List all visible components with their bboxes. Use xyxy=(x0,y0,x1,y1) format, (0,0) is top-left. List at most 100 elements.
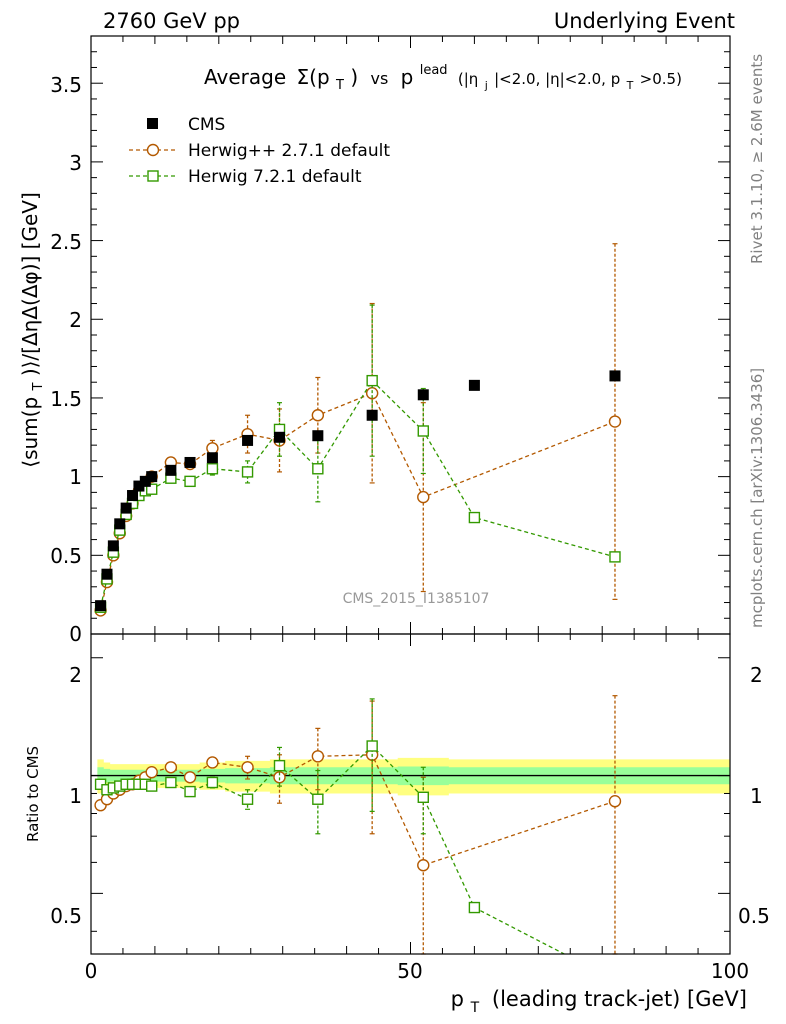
header-left: 2760 GeV pp xyxy=(103,9,240,33)
ratio-x-ticks xyxy=(90,634,731,954)
main-herwig7-point xyxy=(366,374,378,387)
ratio-y-ticks xyxy=(91,657,730,932)
title-cut-end: >0.5) xyxy=(640,70,682,88)
main-cms-point xyxy=(114,518,126,530)
main-herwig7-point xyxy=(312,463,324,475)
main-y-axis-label: ⟨sum(p T )⟩/[ΔηΔ(Δφ)] [GeV] xyxy=(18,192,47,467)
main-cms-point xyxy=(120,502,132,514)
legend-marker-herwigpp xyxy=(146,143,160,157)
main-y-tick-label: 1.5 xyxy=(50,387,82,411)
x-label-p: p xyxy=(451,987,464,1011)
main-y-tick-label: 0.5 xyxy=(50,544,82,568)
mcplots-label: mcplots.cern.ch [arXiv:1306.3436] xyxy=(748,368,766,628)
title-vs: vs xyxy=(370,69,388,88)
main-y-tick-label: 2 xyxy=(69,308,82,332)
main-y-tick-labels: 0 0.5 1 1.5 2 2.5 3 3.5 xyxy=(50,73,82,646)
main-cms-point xyxy=(101,568,113,580)
title-close: ) xyxy=(350,65,358,89)
y-label-sub: T xyxy=(31,382,46,391)
main-cms-point xyxy=(184,456,196,468)
main-herwigpp-line xyxy=(99,392,616,611)
ratio-herwig7-point xyxy=(206,776,219,789)
main-herwig7-point xyxy=(241,466,254,478)
main-herwigpp-point xyxy=(417,490,430,504)
legend-label-herwig7: Herwig 7.2.1 default xyxy=(188,167,362,187)
rivet-label: Rivet 3.1.10, ≥ 2.6M events xyxy=(748,54,766,264)
analysis-watermark: CMS_2015_I1385107 xyxy=(343,591,490,607)
legend-label-herwigpp: Herwig++ 2.7.1 default xyxy=(188,141,390,161)
x-label-sub: T xyxy=(470,1000,480,1016)
ratio-y-axis-label: Ratio to CMS xyxy=(24,746,42,842)
ratio-herwigpp-point xyxy=(241,761,254,774)
ratio-herwig7-point xyxy=(417,791,429,803)
legend-label-cms: CMS xyxy=(188,115,225,135)
y-label-b: )⟩/[ΔηΔ(Δφ)] [GeV] xyxy=(18,192,42,376)
legend-marker-cms xyxy=(147,118,158,129)
main-herwig7-point xyxy=(206,463,219,475)
main-cms-point xyxy=(274,431,286,443)
main-herwig7-line xyxy=(99,379,616,608)
ratio-herwigpp-point xyxy=(417,859,430,872)
ratio-herwig7-point xyxy=(468,901,481,914)
main-y-tick-label: 3.5 xyxy=(50,73,82,97)
header-right: Underlying Event xyxy=(554,9,735,33)
ratio-y-tick-label: 2 xyxy=(69,663,82,687)
main-cms-point xyxy=(165,464,177,476)
main-y-tick-label: 0 xyxy=(69,622,82,646)
ratio-y-tick-label-right: 0.5 xyxy=(738,904,770,928)
x-label-rest: (leading track-jet) [GeV] xyxy=(492,987,747,1011)
main-cms-point xyxy=(417,389,429,401)
legend: CMS Herwig++ 2.7.1 default Herwig 7.2.1 … xyxy=(129,115,390,187)
ratio-herwig7-point xyxy=(366,740,378,752)
ratio-herwig7-point xyxy=(146,780,158,792)
main-cms-point xyxy=(312,430,324,442)
ratio-data-layer xyxy=(91,695,730,955)
ratio-y-tick-labels: 0.5 1 2 0.5 1 2 xyxy=(50,663,770,928)
main-y-tick-label: 1 xyxy=(69,465,82,489)
main-herwig7-point xyxy=(609,551,621,563)
x-tick-label: 50 xyxy=(397,959,422,983)
ratio-y-tick-label: 1 xyxy=(69,784,82,808)
main-herwigpp-point xyxy=(608,415,622,428)
main-cms-point xyxy=(127,490,139,502)
main-cms-point xyxy=(139,475,151,487)
x-axis-label: p T (leading track-jet) [GeV] xyxy=(451,987,747,1017)
main-cms-point xyxy=(468,379,480,391)
ratio-y-tick-label: 0.5 xyxy=(50,904,82,928)
title-sub-t: T xyxy=(335,78,344,93)
ratio-herwigpp-point xyxy=(206,756,219,769)
main-cms-point xyxy=(242,434,254,446)
chart-title: Average Σ(p T ) vs p lead (|η j |<2.0, |… xyxy=(204,55,682,94)
x-tick-labels: 0 50 100 xyxy=(85,959,749,983)
ratio-herwigpp-point xyxy=(145,766,158,779)
main-y-tick-label: 3 xyxy=(69,151,82,175)
ratio-y-tick-label-right: 2 xyxy=(750,663,763,687)
title-sup-lead: lead xyxy=(420,63,448,78)
main-data-layer xyxy=(94,243,622,617)
ratio-herwig7-point xyxy=(184,785,196,798)
ratio-herwigpp-point xyxy=(183,771,197,784)
main-panel: 0 0.5 1 1.5 2 2.5 3 3.5 Average Σ(p T ) … xyxy=(18,35,731,646)
main-cms-point xyxy=(206,452,218,464)
main-herwigpp-point xyxy=(206,442,219,455)
title-cut-rest: |<2.0, |η|<2.0, p xyxy=(494,70,620,88)
title-average: Average xyxy=(204,65,286,89)
main-frame xyxy=(90,35,731,635)
main-cms-point xyxy=(609,370,621,382)
title-sub-j: j xyxy=(484,79,488,92)
x-tick-label: 0 xyxy=(85,959,98,983)
ratio-herwig7-point xyxy=(273,759,286,772)
ratio-herwigpp-point xyxy=(164,761,178,774)
ratio-herwigpp-point xyxy=(608,795,622,808)
ratio-herwig7-point xyxy=(312,793,324,805)
ratio-panel: 0.5 1 2 0.5 1 2 0 50 100 Ratio to CMS p … xyxy=(24,633,770,1017)
ratio-herwigpp-point xyxy=(311,750,325,763)
main-y-tick-label: 2.5 xyxy=(50,230,82,254)
main-cms-point xyxy=(366,409,378,421)
main-x-ticks xyxy=(90,36,731,634)
main-herwigpp-point xyxy=(311,409,325,422)
main-herwig7-point xyxy=(417,425,429,437)
main-cms-point xyxy=(95,600,107,612)
ratio-herwig7-point xyxy=(165,776,177,789)
